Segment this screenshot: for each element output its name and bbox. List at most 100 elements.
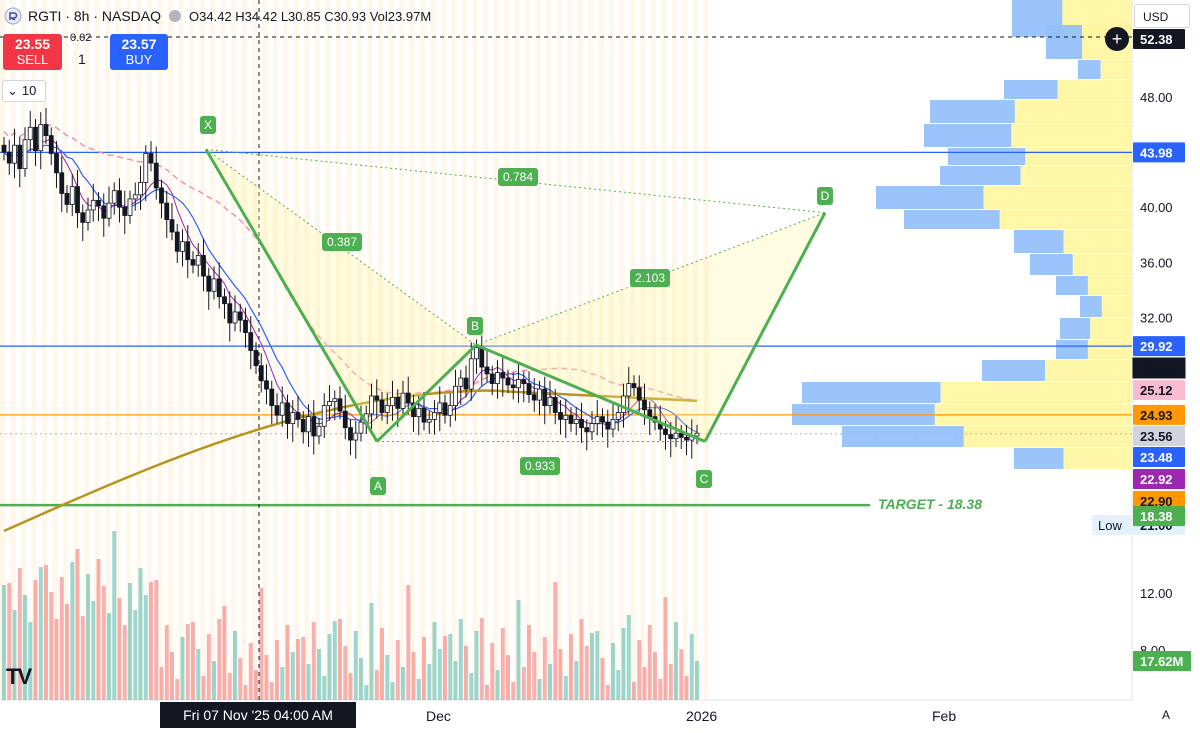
buy-button[interactable]: 23.57 BUY bbox=[110, 34, 168, 70]
volume-profile-sell bbox=[1045, 360, 1132, 381]
session-stripe bbox=[661, 0, 667, 700]
volume-bar bbox=[469, 673, 474, 700]
pattern-point-c-label: C bbox=[700, 472, 709, 486]
candle-body bbox=[27, 126, 33, 141]
volume-bar bbox=[44, 565, 48, 700]
sell-button[interactable]: 23.55 SELL bbox=[3, 34, 62, 70]
candle-body bbox=[138, 182, 143, 196]
candle-body bbox=[673, 432, 679, 440]
candle-body bbox=[531, 394, 537, 401]
volume-profile-buy bbox=[1014, 230, 1064, 253]
volume-bar bbox=[149, 582, 153, 700]
session-stripe bbox=[619, 0, 625, 700]
session-stripe bbox=[399, 0, 404, 700]
candle-body bbox=[117, 190, 122, 208]
price-label-36-00: 36.00 bbox=[1140, 255, 1173, 270]
volume-bar bbox=[222, 606, 227, 700]
candle-body bbox=[96, 199, 101, 207]
price-label-23-56-box bbox=[1133, 426, 1185, 446]
session-stripe bbox=[0, 0, 5, 700]
session-stripe bbox=[703, 0, 709, 700]
candle-body bbox=[495, 372, 500, 384]
volume-profile-buy bbox=[876, 186, 984, 209]
volume-bar bbox=[485, 685, 489, 700]
volume-bar bbox=[532, 652, 537, 700]
volume-profile-sell bbox=[1063, 230, 1132, 253]
volume-bar bbox=[632, 682, 636, 700]
session-stripe bbox=[367, 0, 373, 700]
volume-bar bbox=[663, 597, 668, 700]
session-stripe bbox=[609, 0, 614, 700]
volume-bar bbox=[668, 664, 673, 700]
volume-bar bbox=[453, 661, 458, 700]
price-label-52-38: 52.38 bbox=[1140, 32, 1173, 47]
volume-profile-buy bbox=[1004, 80, 1058, 99]
interval-stepper[interactable]: ⌄ 10 bbox=[2, 80, 46, 102]
ratio-badge bbox=[630, 269, 670, 287]
pattern-leg-bc bbox=[475, 343, 706, 443]
candle-body bbox=[484, 366, 490, 375]
candle-body bbox=[6, 151, 12, 164]
candle-body bbox=[295, 412, 301, 420]
price-label-18-38: 18.38 bbox=[1140, 509, 1173, 524]
candle-body bbox=[426, 418, 432, 423]
pattern-point-x-label: X bbox=[204, 118, 212, 132]
price-label-12-00: 12.00 bbox=[1140, 586, 1173, 601]
auto-scale-toggle[interactable]: A bbox=[1162, 708, 1171, 722]
volume-bar bbox=[143, 595, 148, 700]
candle-body bbox=[54, 153, 59, 174]
candle-body bbox=[216, 278, 222, 298]
volume-bar bbox=[101, 586, 106, 700]
session-stripe bbox=[31, 0, 37, 700]
volume-profile-sell bbox=[963, 426, 1132, 447]
candle-body bbox=[668, 434, 674, 440]
session-stripe bbox=[546, 0, 551, 700]
volume-profile-buy bbox=[1078, 60, 1101, 79]
volume-bar bbox=[296, 639, 300, 700]
session-stripe bbox=[147, 0, 152, 700]
candle-body bbox=[222, 296, 227, 305]
volume-bar bbox=[112, 531, 117, 700]
quantity-value[interactable]: 1 bbox=[78, 51, 86, 67]
candle-body bbox=[379, 399, 385, 413]
candle-body bbox=[253, 350, 259, 367]
candle-body bbox=[489, 373, 495, 384]
candle-body bbox=[85, 209, 91, 223]
candle-body bbox=[626, 383, 632, 397]
candle-body bbox=[474, 347, 479, 360]
candle-body bbox=[285, 402, 290, 424]
candle-body bbox=[647, 409, 653, 418]
symbol-label[interactable]: RGTI · 8h · NASDAQ bbox=[28, 8, 162, 24]
volume-bar bbox=[285, 625, 290, 700]
session-stripe bbox=[325, 0, 331, 700]
volume-bar bbox=[684, 676, 689, 700]
session-stripe bbox=[336, 0, 341, 700]
volume-profile-sell bbox=[1025, 148, 1132, 165]
volume-bar bbox=[170, 652, 174, 700]
candle-body bbox=[159, 187, 164, 204]
volume-bar bbox=[422, 637, 426, 700]
session-stripe bbox=[682, 0, 688, 700]
session-stripe bbox=[535, 0, 541, 700]
candle-body bbox=[232, 311, 238, 324]
session-stripe bbox=[220, 0, 226, 700]
candle-body bbox=[22, 139, 28, 170]
session-stripe bbox=[21, 0, 26, 700]
volume-bar bbox=[516, 600, 521, 700]
add-alert-icon[interactable]: + bbox=[1105, 27, 1129, 51]
volume-profile-buy bbox=[1080, 296, 1102, 317]
currency-selector[interactable]: USD bbox=[1134, 4, 1190, 28]
candle-body bbox=[421, 407, 427, 423]
volume-profile-buy bbox=[904, 210, 1000, 229]
price-label-25-12-box bbox=[1133, 380, 1185, 400]
price-label-25-12: 25.12 bbox=[1140, 383, 1173, 398]
session-stripe bbox=[63, 0, 68, 700]
price-label-23-56: 23.56 bbox=[1140, 429, 1173, 444]
session-stripe bbox=[231, 0, 236, 700]
volume-bar bbox=[500, 628, 505, 700]
session-stripe bbox=[241, 0, 247, 700]
volume-bar bbox=[248, 643, 253, 700]
candle-body bbox=[416, 407, 422, 418]
